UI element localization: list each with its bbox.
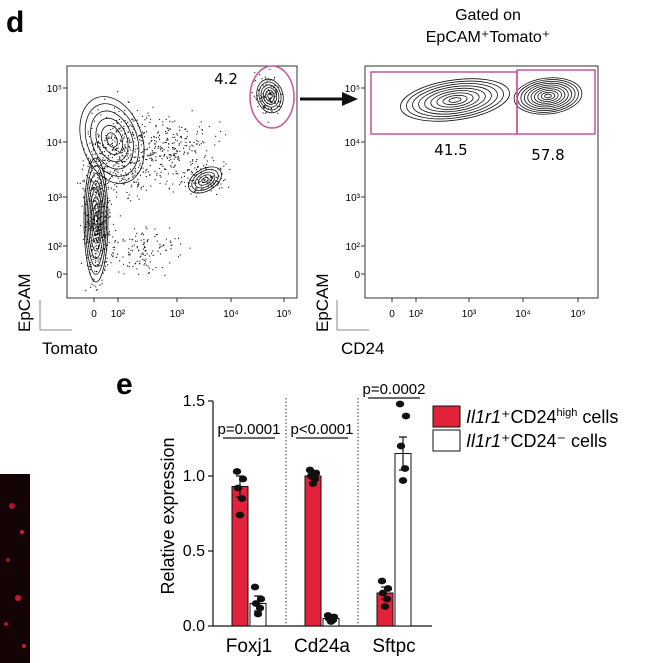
right-ytick-0: 0	[354, 270, 360, 281]
left-xtick-1e4: 10⁴	[223, 309, 238, 320]
right-gate-right-value: 57.8	[531, 146, 564, 164]
fluorescence-image-fragment	[0, 474, 30, 663]
left-plot-frame	[66, 65, 298, 299]
data-point	[395, 400, 405, 408]
data-point	[383, 585, 393, 592]
category-label-foxj1: Foxj1	[226, 636, 272, 657]
right-ytick-1e2: 10²	[346, 242, 361, 253]
right-plot-title-line2: EpCAM⁺Tomato⁺	[426, 29, 550, 46]
bar-ytick-label: 0.0	[183, 618, 205, 635]
pvalue-label-foxj1: p=0.0001	[218, 421, 281, 438]
legend-swatch-high	[432, 405, 461, 428]
bar-foxj1-series1	[231, 486, 249, 627]
left-ytick-1e3: 10³	[48, 193, 63, 204]
left-y-axis-title: EpCAM	[15, 273, 34, 332]
left-ytick-1e4: 10⁴	[47, 138, 62, 149]
right-ytick-1e4: 10⁴	[345, 138, 360, 149]
category-label-sftpc: Sftpc	[372, 636, 415, 657]
panel-e-letter: e	[116, 368, 133, 401]
left-plot-contours	[79, 78, 284, 283]
right-xtick-0: 0	[389, 309, 395, 320]
gating-arrow	[300, 92, 358, 106]
bar-ytick-label: 1.0	[183, 468, 205, 485]
right-flow-plot: Gated on EpCAM⁺Tomato⁺ 41.5 57.8 10⁵ 10⁴…	[313, 7, 599, 358]
right-xtick-1e5: 10⁵	[570, 309, 585, 320]
data-point	[396, 442, 406, 450]
data-point	[400, 465, 410, 472]
legend-label-high: Il1r1⁺CD24high cells	[466, 407, 618, 427]
bar-legend: Il1r1⁺CD24high cells Il1r1⁺CD24⁻ cells	[432, 405, 618, 452]
legend-swatch-neg	[432, 429, 461, 452]
data-point	[253, 610, 263, 618]
right-plot-frame	[364, 65, 599, 299]
right-plot-title-line1: Gated on	[455, 7, 521, 24]
left-ytick-1e5: 10⁵	[47, 84, 62, 95]
right-x-axis-title: CD24	[341, 339, 384, 358]
data-point	[232, 468, 242, 475]
data-point	[256, 595, 266, 603]
left-xtick-1e2: 10²	[111, 309, 126, 320]
data-point	[308, 480, 318, 487]
data-point	[235, 511, 245, 519]
left-xtick-1e3: 10³	[170, 309, 185, 320]
right-xtick-1e4: 10⁴	[515, 309, 530, 320]
data-point	[250, 583, 260, 591]
right-y-axis-title: EpCAM	[313, 273, 332, 332]
data-point	[401, 412, 411, 420]
left-flow-plot: 4.2 10⁵ 10⁴ 10³ 10² 0 0 10² 10³ 10⁴ 10⁵ …	[15, 65, 298, 358]
bar-chart: 0.0 0.5 1.0 1.5 Foxj1 p=0.0001 Cd24a p<0.0001 Sf…	[183, 381, 432, 657]
right-xtick-1e2: 10²	[409, 309, 424, 320]
left-ytick-0: 0	[56, 270, 62, 281]
data-point	[380, 603, 390, 610]
right-gate-left-value: 41.5	[434, 141, 467, 159]
right-ytick-1e5: 10⁵	[345, 84, 360, 95]
category-label-cd24a: Cd24a	[294, 636, 350, 657]
pvalue-label-cd24a: p<0.0001	[291, 421, 354, 438]
data-point	[233, 484, 243, 492]
data-point	[255, 604, 265, 612]
data-point	[378, 589, 388, 597]
data-point	[398, 477, 408, 484]
left-ytick-1e2: 10²	[48, 242, 63, 253]
left-xtick-0: 0	[91, 309, 97, 320]
data-point	[326, 618, 336, 625]
data-point	[238, 475, 248, 483]
bar-y-axis-title: Relative expression	[158, 437, 178, 594]
panel-d-letter: d	[6, 6, 24, 39]
left-xtick-1e5: 10⁵	[276, 309, 291, 320]
data-point	[377, 577, 387, 585]
bar-ytick-label: 1.5	[183, 393, 205, 410]
data-point	[237, 495, 247, 502]
left-gate-value: 4.2	[214, 70, 238, 88]
data-point	[382, 595, 392, 603]
bar-cd24a-series1	[304, 475, 322, 627]
right-xtick-1e3: 10³	[462, 309, 477, 320]
right-gate-right-rect	[516, 69, 596, 135]
left-gate-ellipse	[249, 65, 295, 129]
pvalue-label-sftpc: p=0.0002	[363, 381, 426, 398]
right-plot-contours	[400, 77, 583, 122]
left-x-axis-title: Tomato	[42, 339, 98, 358]
right-ytick-1e3: 10³	[346, 193, 361, 204]
bar-ytick-label: 0.5	[183, 543, 205, 560]
data-point	[305, 466, 315, 474]
legend-label-neg: Il1r1⁺CD24⁻ cells	[466, 431, 607, 451]
